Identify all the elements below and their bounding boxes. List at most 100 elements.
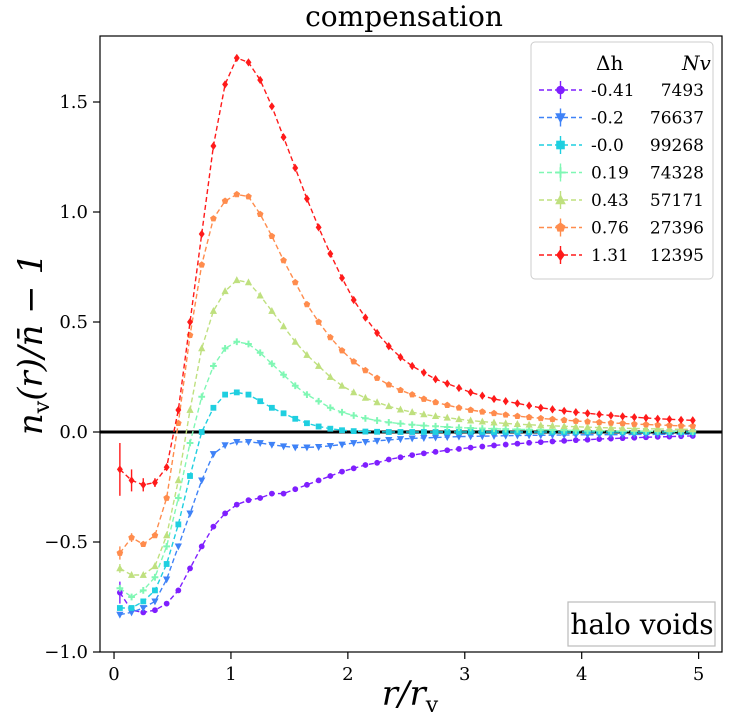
legend-marker — [555, 194, 566, 205]
data-point — [280, 371, 287, 379]
data-point — [409, 361, 416, 371]
legend-marker — [555, 167, 566, 178]
y-tick-label: 0.0 — [59, 422, 88, 443]
legend-entry: -0.2 76637 — [539, 108, 704, 129]
data-point — [268, 490, 275, 497]
data-point — [397, 386, 404, 394]
y-axis-label: nv(r)/n̄ − 1 — [11, 253, 55, 435]
y-tick-label: −1.0 — [44, 642, 88, 663]
series-1.31 — [116, 53, 696, 496]
data-point — [420, 429, 427, 435]
data-point — [455, 424, 463, 431]
data-point — [455, 415, 463, 423]
data-point — [619, 419, 626, 427]
data-point — [245, 497, 252, 504]
data-point — [187, 317, 193, 327]
data-point — [291, 337, 299, 345]
data-point — [584, 418, 591, 425]
x-tick-label: 2 — [342, 664, 353, 685]
data-point — [279, 322, 288, 330]
data-point — [385, 342, 392, 351]
data-point — [139, 587, 147, 594]
legend-count-value: 74328 — [650, 164, 704, 184]
data-point — [677, 425, 685, 433]
data-point — [385, 402, 393, 410]
data-point — [385, 429, 392, 435]
data-point — [666, 421, 673, 429]
data-point — [303, 300, 311, 308]
legend-delta-value: -0.41 — [591, 81, 635, 101]
data-point — [431, 412, 440, 420]
data-point — [467, 416, 475, 424]
series--0.41 — [116, 433, 696, 616]
x-tick-label: 4 — [576, 664, 587, 685]
series-line — [119, 57, 693, 486]
data-point — [596, 410, 603, 419]
data-point — [128, 534, 135, 541]
data-point — [491, 394, 497, 404]
data-point — [560, 416, 568, 423]
data-point — [560, 422, 568, 430]
annotation-box — [567, 601, 716, 647]
data-point — [456, 446, 462, 452]
series-line — [119, 391, 693, 609]
data-point — [128, 605, 135, 611]
data-point — [362, 366, 369, 374]
data-point — [350, 388, 358, 396]
data-point — [548, 421, 557, 429]
data-point — [338, 408, 346, 416]
data-point — [420, 422, 428, 429]
data-point — [478, 417, 486, 425]
data-point — [607, 423, 615, 431]
data-point — [502, 419, 510, 427]
data-point — [198, 229, 205, 239]
data-point — [514, 412, 521, 419]
data-point — [152, 607, 158, 614]
data-point — [186, 439, 194, 447]
legend-count-value: 7493 — [661, 81, 704, 101]
data-point — [187, 565, 193, 572]
data-point — [128, 593, 135, 601]
data-point — [163, 494, 170, 501]
data-point — [409, 452, 416, 458]
data-point — [315, 423, 322, 430]
legend-count-value: 27396 — [650, 219, 704, 239]
data-point — [362, 414, 369, 422]
data-point — [583, 423, 592, 431]
legend-entry: 0.19 74328 — [539, 163, 704, 184]
data-point — [432, 422, 439, 430]
y-tick-label: 1.0 — [59, 202, 88, 223]
data-point — [338, 441, 346, 449]
data-point — [268, 102, 275, 111]
data-point — [256, 440, 264, 448]
legend-marker — [556, 140, 565, 150]
data-point — [397, 454, 404, 461]
data-point — [385, 456, 392, 463]
data-point — [420, 450, 427, 457]
series--0.2 — [116, 431, 697, 619]
data-point — [315, 477, 322, 484]
data-point — [432, 429, 439, 435]
data-point — [292, 486, 299, 493]
data-point — [303, 444, 311, 452]
data-point — [210, 215, 217, 222]
data-point — [408, 435, 416, 443]
data-point — [116, 564, 124, 572]
legend-entry: 0.76 27396 — [539, 218, 704, 239]
legend-header-delta: Δh — [596, 51, 623, 75]
data-point — [174, 476, 182, 484]
data-point — [187, 473, 193, 479]
data-point — [572, 408, 579, 417]
data-point — [409, 429, 416, 435]
data-point — [677, 422, 685, 429]
data-point — [374, 328, 381, 338]
data-point — [291, 382, 299, 390]
data-point — [198, 477, 206, 485]
data-point — [222, 510, 229, 517]
data-point — [256, 210, 264, 218]
series-line — [119, 435, 693, 614]
data-point — [396, 405, 405, 413]
data-point — [502, 411, 510, 418]
data-point — [245, 340, 252, 348]
legend-count-value: 76637 — [650, 109, 704, 129]
